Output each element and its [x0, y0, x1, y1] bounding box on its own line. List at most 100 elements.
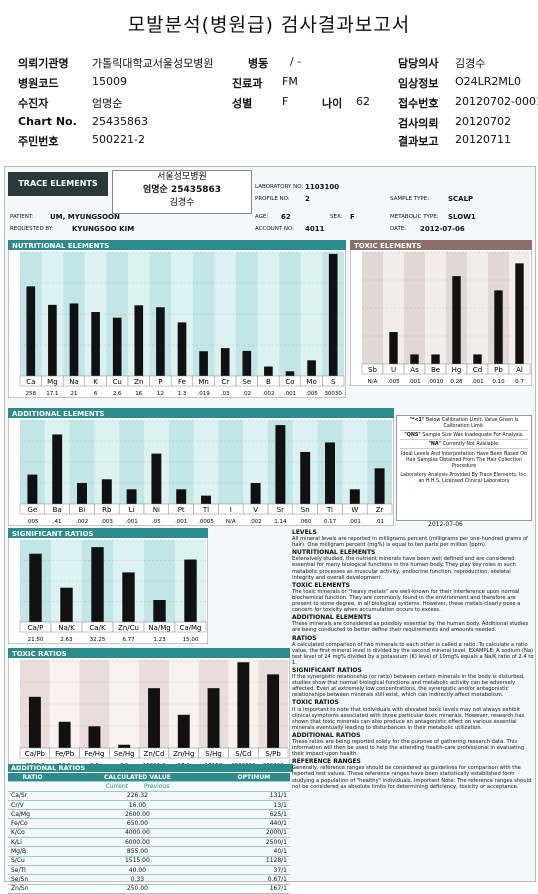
element-value: .019 — [197, 391, 210, 397]
table-cell: 2000/1 — [217, 828, 290, 839]
table-cell: 855.00 — [57, 846, 218, 857]
info-value: SCALP — [448, 195, 474, 203]
panel-head — [8, 648, 290, 658]
element-value: 6 — [94, 391, 98, 397]
label-cell — [508, 363, 531, 375]
section-title: TOXIC ELEMENTS — [292, 581, 350, 589]
element-value: .001 — [408, 379, 420, 385]
field-value: 엄명순 — [92, 97, 123, 110]
column-header: OPTIMUM — [217, 773, 290, 783]
info-value: F — [350, 213, 355, 221]
table-cell: 6000.00 — [57, 837, 218, 848]
field-value: 62 — [356, 95, 370, 108]
chart-panel: TOXIC ELEMENTS Sb N/A U .005 As .001 Be .0010 Hg 0… — [350, 240, 532, 386]
element-name: V — [253, 506, 258, 514]
bar — [494, 290, 503, 364]
table-cell: S/Cu — [8, 856, 58, 866]
element-name: Zr — [376, 506, 384, 514]
element-value: .01 — [375, 519, 384, 525]
info-label: PATIENT: — [10, 214, 34, 220]
field-value: 20120702-00010 — [455, 95, 538, 108]
bar — [275, 425, 286, 504]
element-value: 1.14 — [274, 519, 287, 525]
legend-entry: "QNS" Sample Size Was Inadequate For Ana… — [400, 433, 528, 440]
bar — [27, 474, 38, 504]
table-cell: 131/1 — [217, 791, 290, 801]
element-value: .001 — [125, 519, 137, 525]
element-name: Rb — [102, 506, 112, 514]
info-value: KYUNGSOO KIM — [72, 225, 135, 233]
column-bg — [425, 252, 446, 364]
table-cell: Cr/V — [8, 800, 58, 811]
element-value: .05 — [152, 519, 161, 525]
table-cell: 650.00 — [57, 818, 218, 829]
element-value: 0.28 — [450, 379, 463, 385]
bar — [91, 311, 100, 376]
column-bg — [404, 252, 425, 364]
field-value: 가톨릭대학교서울성모병원 — [92, 57, 214, 70]
element-name: Na/Mg — [148, 624, 170, 632]
element-name: Mg — [47, 378, 57, 386]
table-row: K/Co 4000.00 2000/1 — [8, 828, 290, 839]
element-name: Ca/K — [89, 624, 106, 632]
element-name: P — [158, 378, 162, 386]
column-header: RATIO — [8, 773, 58, 783]
bar — [199, 351, 208, 376]
element-value: .060 — [299, 519, 312, 525]
element-name: W — [351, 506, 358, 514]
subheader-cell: Current Previous — [57, 781, 218, 792]
element-name: Ca/P — [28, 624, 44, 632]
element-value: 1.3 — [178, 391, 187, 397]
legend-entry: "NA" Currently Not Available. — [400, 442, 528, 449]
section-text: Generally, reference ranges should be co… — [292, 765, 532, 790]
section-title: NUTRITIONAL ELEMENTS — [292, 549, 376, 557]
bar — [431, 354, 440, 364]
field-value: 김경수 — [455, 57, 486, 70]
table-cell: 13/1 — [217, 800, 290, 811]
stamp-hospital: 서울성모병원 — [157, 172, 207, 182]
table-cell: 440/1 — [217, 818, 290, 829]
element-name: Cu — [113, 378, 122, 386]
info-label: AGE: — [255, 214, 269, 220]
field-value: 15009 — [92, 75, 127, 88]
table-cell: K/Li — [8, 837, 58, 848]
bar — [118, 744, 131, 748]
element-value: 17.1 — [46, 391, 58, 397]
element-value: .003 — [101, 519, 114, 525]
field-label: 주민번호 — [18, 135, 59, 148]
table-title: ADDITIONAL RATIOS — [8, 764, 293, 772]
element-value: 0.17 — [324, 519, 337, 525]
element-value: .001 — [284, 391, 296, 397]
table-cell: 2500/1 — [217, 837, 290, 848]
info-label: SEX: — [330, 214, 343, 220]
bar — [207, 688, 220, 748]
element-name: Sn — [301, 506, 310, 514]
bar — [151, 453, 162, 504]
field-label: 나이 — [322, 97, 343, 110]
element-name: S/Pb — [265, 750, 281, 758]
bar — [69, 303, 79, 376]
chart-panel: ADDITIONAL ELEMENTS Ge .005 Ba .41 Bi .002 Rb .0… — [8, 408, 394, 526]
element-name: Mn — [198, 378, 208, 386]
element-value: .001 — [471, 379, 483, 385]
table-cell: K/Co — [8, 828, 58, 839]
table-row: Ca/Mg 2600.00 625/1 — [8, 809, 290, 820]
panel-title: NUTRITIONAL ELEMENTS — [12, 242, 109, 250]
element-name: Cd — [473, 366, 482, 374]
element-name: Sr — [277, 506, 284, 514]
field-label: 임상정보 — [398, 77, 439, 90]
element-name: Tl — [202, 506, 209, 514]
field-label: Chart No. — [18, 115, 77, 128]
field-value: 20120711 — [455, 133, 511, 146]
element-value: .03 — [221, 391, 230, 397]
element-name: S — [331, 378, 336, 386]
table-cell: 625/1 — [217, 809, 290, 820]
table-row: S/Cu 1515.00 1128/1 — [8, 856, 290, 866]
element-name: Ca — [26, 378, 35, 386]
element-value: .005 — [26, 519, 39, 525]
element-name: As — [410, 366, 419, 374]
element-name: Pb — [494, 366, 503, 374]
element-value: .001 — [349, 519, 361, 525]
column-bg — [218, 420, 244, 504]
